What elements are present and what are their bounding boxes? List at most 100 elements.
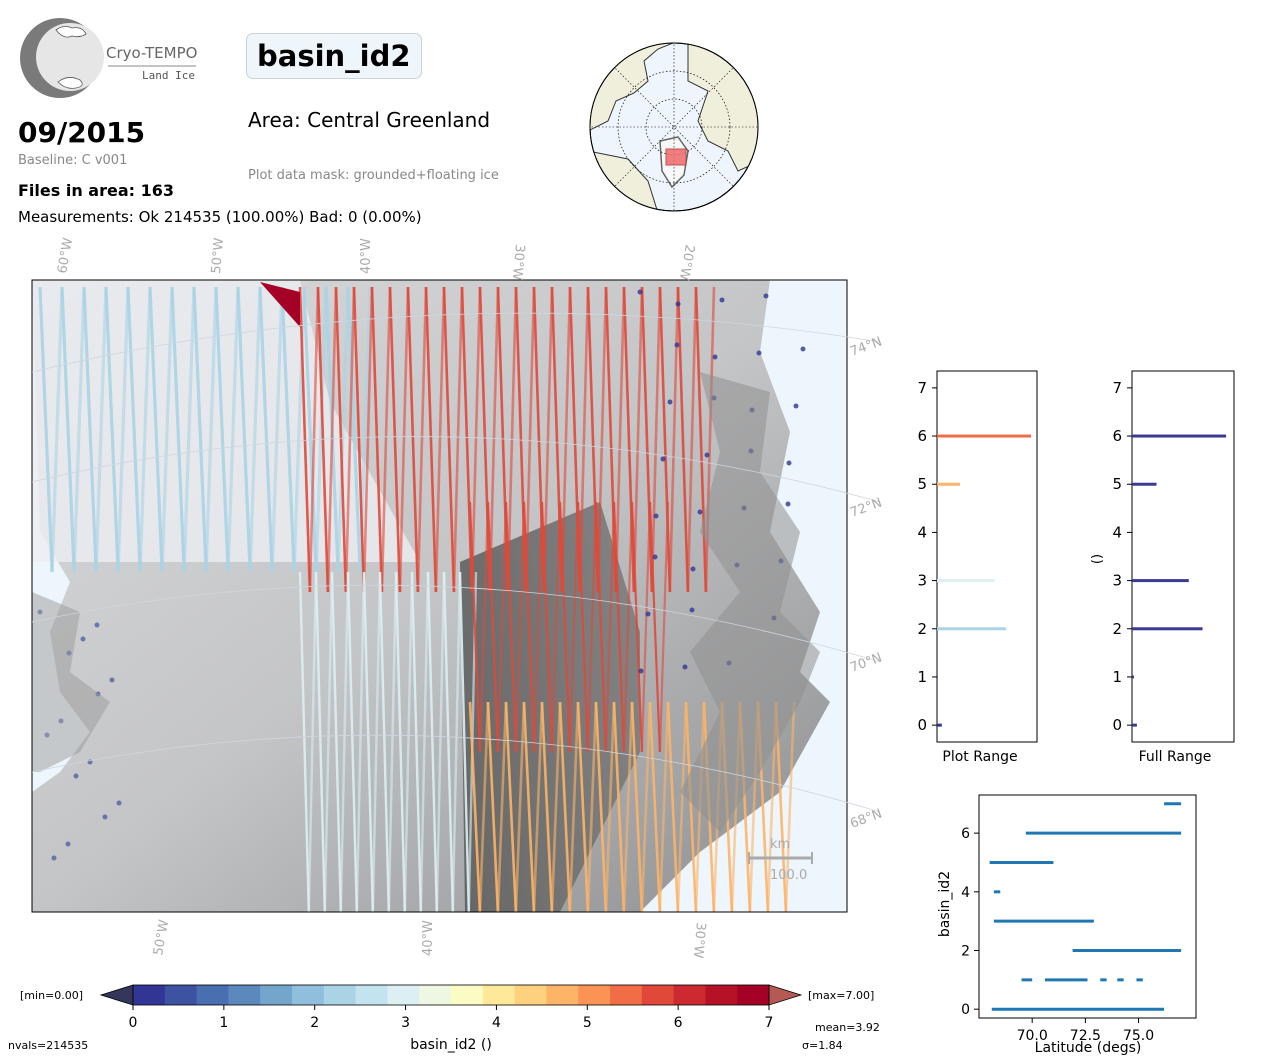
area-highlight [665,148,687,166]
lon-label: 50°W [151,919,172,957]
histogram-bar [1132,723,1137,727]
y-tick-label: 2 [961,944,970,960]
histogram-full-range: 0 1 2 3 4 5 6 7 () Full Range [1090,370,1235,765]
histogram-bar [1132,482,1157,486]
colorbar-ticks: 0 1 2 3 4 5 6 7 [129,1005,774,1031]
lon-label: 30°W [509,244,527,281]
histogram-bar [937,579,995,583]
histogram-bar [937,627,1007,631]
colorbar-cell [578,985,611,1005]
colorbar-cell [355,985,388,1005]
scatter-latitude: 0 2 4 6 70.0 72.5 75.0 basin_id2 Latitude (de… [937,794,1197,1056]
x-tick-label: 72.5 [1070,1028,1101,1044]
date-label: 09/2015 [18,116,146,149]
colorbar-cell [705,985,738,1005]
mask-label: Plot data mask: grounded+floating ice [248,168,499,183]
light-basin [32,280,420,562]
colorbar-cell [228,985,261,1005]
colorbar-cell [133,985,166,1005]
colorbar-tick-label: 3 [401,1015,410,1031]
histogram-bar [1132,675,1134,679]
x-tick-label: 75.0 [1123,1028,1154,1044]
colorbar-cell [451,985,484,1005]
coast-fringe-west [32,592,110,772]
h1-xlabel: Plot Range [942,749,1017,765]
files-count: Files in area: 163 [18,181,174,200]
colorbar-cell [196,985,229,1005]
colorbar-cell [737,985,770,1005]
colorbar-cell [164,985,198,1005]
logo-name: Cryo-TEMPO [106,44,197,62]
scatter-points [989,802,1182,1011]
y-tick-label: 7 [1112,379,1122,397]
lon-labels-bottom: 50°W 40°W 30°W [151,919,708,959]
h2-bars [1132,434,1227,727]
histogram-bar [937,482,961,486]
lat-label: 68°N [848,806,884,831]
lon-labels-top: 60°W 50°W 40°W 30°W 20°W [55,237,697,282]
y-tick-label: 4 [961,885,970,901]
main-map: 60°W 50°W 40°W 30°W 20°W 50°W 40°W 30°W … [31,237,884,959]
lon-label: 30°W [690,922,708,959]
y-tick-label: 5 [917,475,927,493]
lon-label: 20°W [676,243,697,281]
colorbar-tick-label: 6 [674,1015,683,1031]
y-tick-label: 2 [1112,620,1122,638]
scale-unit: km [770,837,790,852]
y-tick-label: 6 [917,427,927,445]
y-tick-label: 3 [917,572,927,590]
colorbar-tick-label: 5 [583,1015,592,1031]
colorbar-tick-label: 0 [129,1015,138,1031]
y-tick-label: 0 [1112,716,1122,734]
measurements-summary: Measurements: Ok 214535 (100.00%) Bad: 0… [18,208,422,226]
lat-labels: 74°N 72°N 70°N 68°N [848,334,884,831]
histogram-bar [937,675,938,679]
h1-y-ticks: 0 1 2 3 4 5 6 7 [917,379,937,734]
histogram-bar [937,434,1032,438]
colorbar-cell [387,985,420,1005]
histogram-bar [937,723,942,727]
colorbar-min: [min=0.00] [20,989,83,1002]
variable-title: basin_id2 [246,33,422,79]
baseline-label: Baseline: C v001 [18,153,128,168]
colorbar: [min=0.00] [max=7.00] 0 1 2 3 4 5 6 7 basin_id2… [8,984,880,1053]
y-tick-label: 1 [1112,668,1122,686]
scale-bar: km 100.0 [748,837,813,883]
y-tick-label: 0 [917,716,927,734]
colorbar-cell [546,985,579,1005]
colorbar-cell [482,985,516,1005]
y-tick-label: 4 [917,523,927,541]
y-tick-label: 6 [961,826,970,842]
colorbar-cell [610,985,643,1005]
h2-xlabel: Full Range [1139,749,1212,765]
lat-label: 72°N [848,495,884,520]
h2-y-ticks: 0 1 2 3 4 5 6 7 [1112,379,1132,734]
y-tick-label: 1 [917,668,927,686]
scatter-ylabel: basin_id2 [937,871,953,937]
mean-label: mean=3.92 [815,1021,880,1034]
logo-subtitle: Land Ice [142,69,195,82]
scatter-y-ticks: 0 2 4 6 [961,826,979,1018]
colorbar-cell [419,985,452,1005]
colorbar-cell [292,985,325,1005]
scatter-xlabel: Latitude (degs) [1035,1040,1142,1056]
y-tick-label: 0 [961,1002,970,1018]
lon-label: 40°W [421,920,436,956]
nvals-label: nvals=214535 [8,1039,88,1052]
histogram-bar [1132,579,1189,583]
colorbar-cell [260,985,293,1005]
colorbar-max: [max=7.00] [808,989,874,1002]
lon-label: 60°W [55,237,76,275]
colorbar-left-extension [99,984,134,1006]
colorbar-tick-label: 7 [765,1015,774,1031]
colorbar-cell [641,985,675,1005]
colorbar-cell [323,985,357,1005]
locator-globe [589,42,759,212]
colorbar-cell [514,985,547,1005]
histogram-plot-range: 0 1 2 3 4 5 6 7 Plot Range [917,370,1038,765]
sigma-label: σ=1.84 [802,1039,843,1052]
colorbar-tick-label: 4 [492,1015,501,1031]
cryo-tempo-logo: Cryo-TEMPO Land Ice [20,18,197,98]
colorbar-tick-label: 2 [310,1015,319,1031]
scale-value: 100.0 [770,868,807,883]
